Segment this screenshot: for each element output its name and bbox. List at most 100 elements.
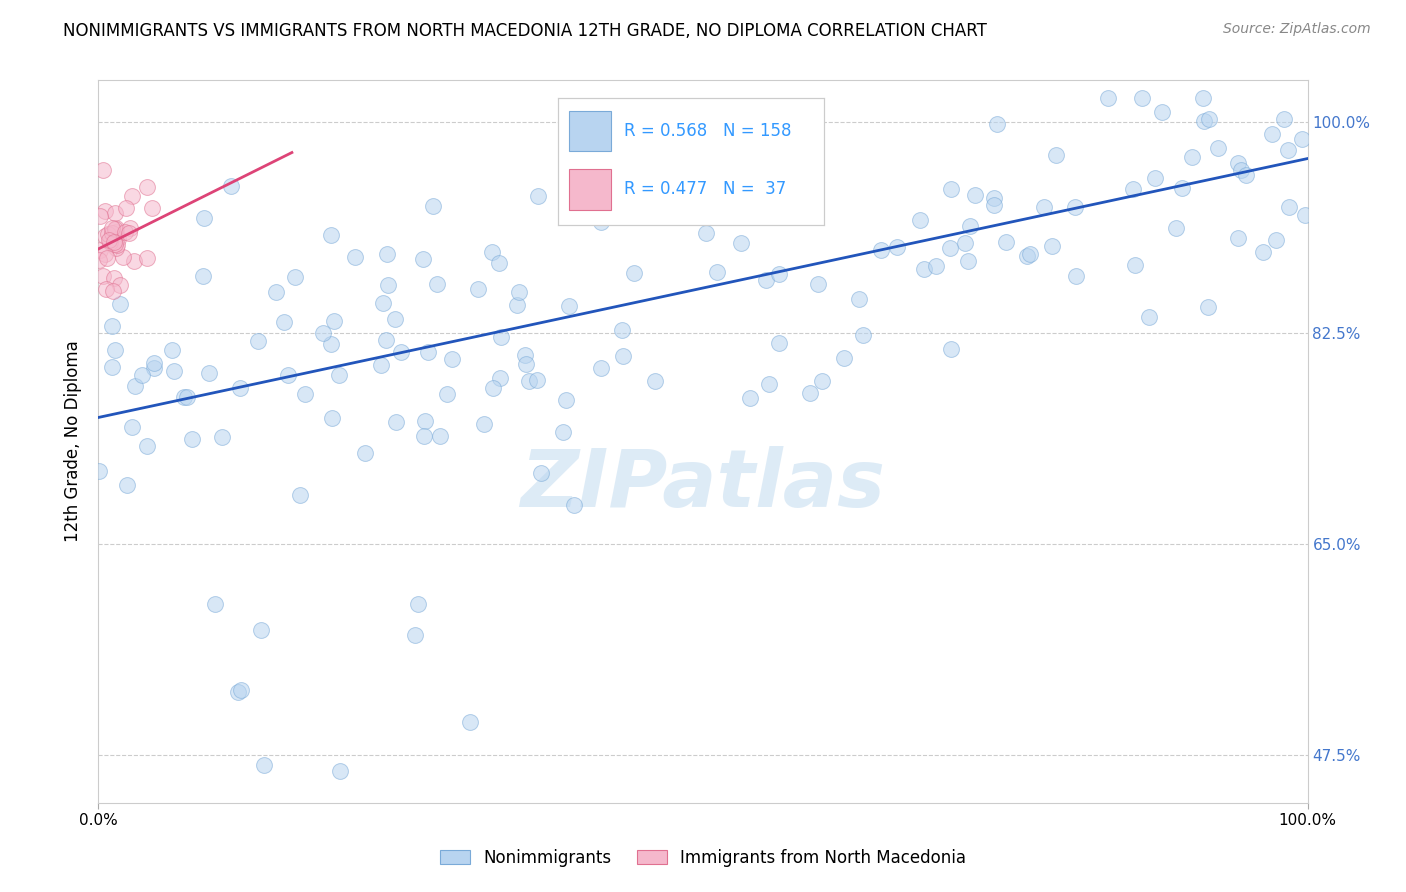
Point [114,225,136,239]
Point [181,432,204,446]
Point [108,297,131,311]
Text: ZIPatlas: ZIPatlas [520,446,886,524]
Point [1192,114,1215,128]
Point [89,464,111,478]
Point [93,269,115,284]
Point [377,247,399,261]
Point [343,250,366,264]
Point [385,415,408,429]
Point [1227,231,1250,245]
Point [1251,245,1274,260]
Point [97,233,120,247]
Point [983,191,1005,205]
Point [870,243,893,257]
Point [623,267,645,281]
Point [1278,200,1301,214]
Point [983,198,1005,212]
Point [110,277,132,292]
Point [1277,143,1299,157]
Point [103,270,125,285]
Point [508,285,530,299]
Point [375,333,398,347]
Point [107,232,129,246]
Point [436,386,458,401]
Point [481,244,503,259]
Point [321,410,343,425]
Point [294,386,316,401]
Point [412,252,434,266]
Point [562,498,585,512]
Point [1097,91,1119,105]
Point [426,277,449,291]
Point [211,430,233,444]
Point [193,269,215,284]
Point [955,235,977,250]
Point [1064,200,1087,214]
Point [472,417,495,431]
Point [249,623,271,637]
Point [288,488,311,502]
Point [1143,170,1166,185]
Point [1191,91,1213,105]
Point [526,373,548,387]
Point [264,285,287,300]
Point [799,385,821,400]
Point [104,241,127,255]
Point [101,284,124,298]
Point [488,255,510,269]
Point [768,267,790,281]
Point [103,205,125,219]
Point [104,237,127,252]
Point [160,343,183,357]
Point [377,278,399,293]
Point [848,292,870,306]
Point [101,227,124,241]
Point [429,429,451,443]
Point [114,201,136,215]
Point [811,374,834,388]
Point [1123,258,1146,272]
Point [354,446,377,460]
Point [568,205,591,219]
Point [91,163,114,178]
Point [554,393,576,408]
Point [612,349,634,363]
Point [323,314,346,328]
Point [939,241,962,255]
Point [247,334,270,348]
Point [135,180,157,194]
Point [1234,168,1257,182]
Point [98,235,121,250]
Point [1045,148,1067,162]
Point [328,368,350,383]
Point [986,117,1008,131]
Point [609,123,631,137]
Point [589,215,612,229]
Point [730,236,752,251]
Point [104,220,127,235]
Point [1261,128,1284,142]
Point [173,390,195,404]
Point [1265,233,1288,247]
Point [229,381,252,395]
Point [768,335,790,350]
Point [574,176,596,190]
Point [162,364,184,378]
Point [105,238,128,252]
Point [89,243,111,257]
Point [519,375,541,389]
Point [312,326,335,340]
Point [273,315,295,329]
Point [1033,200,1056,214]
Point [253,758,276,772]
Point [204,597,226,611]
Point [956,253,979,268]
Point [1272,112,1295,126]
Point [89,253,111,268]
Point [404,628,426,642]
Point [1017,249,1039,263]
Point [219,179,242,194]
Point [413,429,436,443]
Point [104,225,127,239]
Point [924,260,946,274]
